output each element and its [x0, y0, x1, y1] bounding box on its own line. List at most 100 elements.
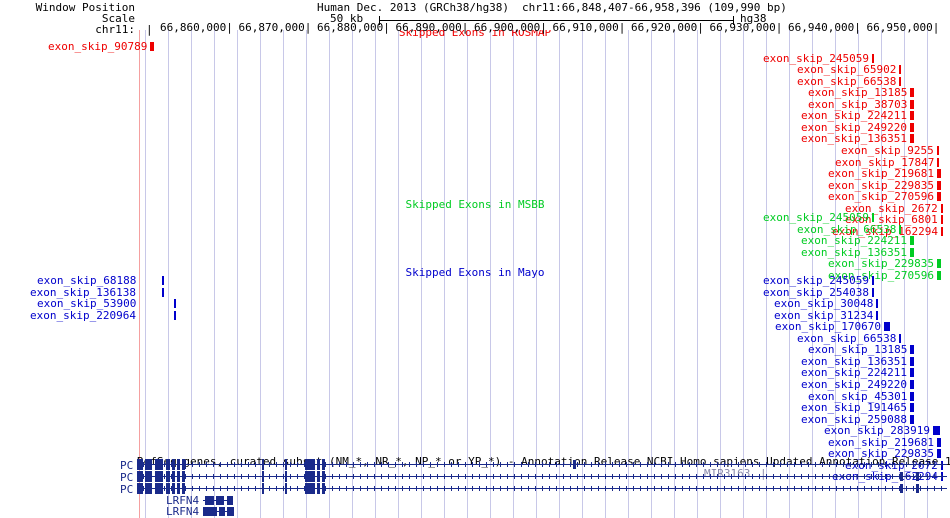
feature-mark[interactable]: [876, 311, 878, 320]
gene-exon[interactable]: [285, 459, 287, 470]
feature-mark[interactable]: [162, 276, 164, 285]
feature-mark[interactable]: [941, 461, 943, 470]
gene-exon[interactable]: [305, 471, 313, 482]
feature-mark[interactable]: [910, 111, 914, 120]
feature-mark[interactable]: [872, 288, 874, 297]
feature-mark[interactable]: [910, 380, 914, 389]
feature-label[interactable]: exon_skip_229835: [828, 257, 934, 270]
feature-label[interactable]: exon_skip_45301: [808, 390, 908, 403]
feature-mark[interactable]: [150, 42, 154, 51]
feature-mark[interactable]: [899, 225, 901, 234]
feature-mark[interactable]: [910, 415, 914, 424]
feature-mark[interactable]: [910, 123, 914, 132]
gene-exon[interactable]: [166, 459, 170, 470]
gene-exon[interactable]: [155, 471, 163, 482]
feature-label[interactable]: exon_skip_224211: [801, 366, 907, 379]
gene-exon[interactable]: [322, 471, 325, 482]
gene-exon[interactable]: [285, 471, 287, 482]
feature-mark[interactable]: [937, 192, 941, 201]
gene-exon[interactable]: [137, 459, 143, 470]
gene-exon[interactable]: [177, 483, 180, 494]
feature-mark[interactable]: [910, 100, 914, 109]
feature-label[interactable]: exon_skip_136351: [801, 246, 907, 259]
feature-mark[interactable]: [910, 236, 914, 245]
feature-label[interactable]: exon_skip_136351: [801, 132, 907, 145]
gene-exon[interactable]: [916, 484, 919, 493]
feature-label[interactable]: exon_skip_224211: [801, 234, 907, 247]
feature-mark[interactable]: [910, 88, 914, 97]
gene-exon[interactable]: [312, 471, 315, 482]
feature-label[interactable]: exon_skip_229835: [828, 447, 934, 460]
gene-exon[interactable]: [322, 459, 325, 470]
feature-mark[interactable]: [174, 311, 176, 320]
feature-mark[interactable]: [872, 276, 874, 285]
feature-mark[interactable]: [937, 438, 941, 447]
feature-label[interactable]: exon_skip_13185: [808, 86, 908, 99]
gene-exon[interactable]: [900, 472, 903, 481]
gene-exon[interactable]: [203, 507, 217, 516]
gene-exon[interactable]: [227, 507, 234, 516]
feature-label[interactable]: exon_skip_2672: [845, 460, 938, 471]
gene-exon[interactable]: [916, 472, 919, 481]
gene-exon[interactable]: [262, 483, 264, 494]
gene-exon[interactable]: [137, 483, 143, 494]
gene-exon[interactable]: [227, 496, 233, 505]
gene-exon[interactable]: [172, 471, 175, 482]
feature-label[interactable]: exon_skip_17847: [835, 156, 935, 169]
gene-exon[interactable]: [172, 459, 175, 470]
feature-mark[interactable]: [910, 403, 914, 412]
gene-exon[interactable]: [305, 483, 313, 494]
gene-exon[interactable]: [166, 471, 170, 482]
feature-label[interactable]: exon_skip_66538: [797, 332, 897, 345]
feature-label[interactable]: exon_skip_162294: [832, 225, 938, 238]
feature-label[interactable]: exon_skip_224211: [801, 109, 907, 122]
feature-label[interactable]: exon_skip_65902: [797, 63, 897, 76]
feature-mark[interactable]: [941, 215, 943, 224]
feature-mark[interactable]: [937, 181, 941, 190]
feature-mark[interactable]: [941, 204, 943, 213]
gene-exon[interactable]: [219, 507, 225, 516]
feature-mark[interactable]: [174, 299, 176, 308]
feature-mark[interactable]: [941, 227, 943, 236]
gene-exon[interactable]: [182, 483, 185, 494]
gene-row-label[interactable]: PC: [120, 459, 134, 472]
feature-label[interactable]: exon_skip_270596: [828, 269, 934, 282]
feature-mark[interactable]: [910, 345, 914, 354]
feature-mark[interactable]: [937, 158, 939, 167]
feature-mark[interactable]: [899, 77, 901, 86]
feature-label[interactable]: exon_skip_229835: [828, 179, 934, 192]
feature-mark[interactable]: [937, 259, 941, 268]
gene-name-lrfn4[interactable]: LRFN4: [166, 505, 200, 518]
gene-name-lrfn4[interactable]: LRFN4: [166, 494, 200, 507]
gene-exon[interactable]: [166, 483, 170, 494]
gene-exon[interactable]: [262, 471, 264, 482]
feature-label[interactable]: exon_skip_283919: [824, 424, 930, 437]
feature-label[interactable]: exon_skip_249220: [801, 378, 907, 391]
feature-label[interactable]: exon_skip_90789: [48, 40, 148, 53]
gene-exon[interactable]: [317, 483, 320, 494]
feature-label[interactable]: exon_skip_245059: [763, 274, 869, 287]
feature-label[interactable]: exon_skip_66538: [797, 223, 897, 236]
feature-mark[interactable]: [876, 299, 878, 308]
gene-exon[interactable]: [205, 496, 214, 505]
feature-mark[interactable]: [937, 146, 939, 155]
gene-exon[interactable]: [155, 483, 163, 494]
gene-row-label[interactable]: PC: [120, 483, 134, 496]
feature-mark[interactable]: [884, 322, 890, 331]
feature-label[interactable]: exon_skip_136351: [801, 355, 907, 368]
feature-mark[interactable]: [910, 248, 914, 257]
feature-label[interactable]: exon_skip_245059: [763, 52, 869, 65]
gene-exon[interactable]: [137, 471, 143, 482]
gene-exon[interactable]: [216, 496, 224, 505]
feature-mark[interactable]: [910, 368, 914, 377]
feature-label[interactable]: exon_skip_13185: [808, 343, 908, 356]
gene-exon[interactable]: [172, 483, 175, 494]
feature-label[interactable]: exon_skip_30048: [774, 297, 874, 310]
feature-label[interactable]: exon_skip_31234: [774, 309, 874, 322]
feature-label[interactable]: exon_skip_219681: [828, 167, 934, 180]
feature-label[interactable]: exon_skip_66538: [797, 75, 897, 88]
feature-label[interactable]: exon_skip_53900: [37, 297, 137, 310]
gene-exon[interactable]: [305, 459, 313, 470]
feature-label[interactable]: exon_skip_254038: [763, 286, 869, 299]
gene-exon[interactable]: [145, 471, 152, 482]
